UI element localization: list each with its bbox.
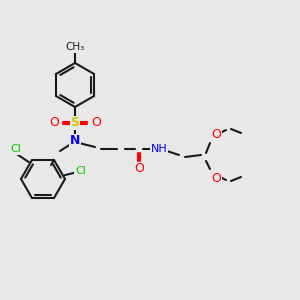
Text: O: O	[49, 116, 59, 130]
Text: Cl: Cl	[11, 144, 21, 154]
Text: S: S	[70, 116, 80, 130]
Text: O: O	[91, 116, 101, 130]
Text: O: O	[211, 128, 221, 140]
Text: N: N	[70, 134, 80, 148]
Text: NH: NH	[151, 144, 167, 154]
Text: Cl: Cl	[75, 166, 86, 176]
Text: CH₃: CH₃	[65, 42, 85, 52]
Text: O: O	[211, 172, 221, 184]
Text: O: O	[134, 163, 144, 176]
